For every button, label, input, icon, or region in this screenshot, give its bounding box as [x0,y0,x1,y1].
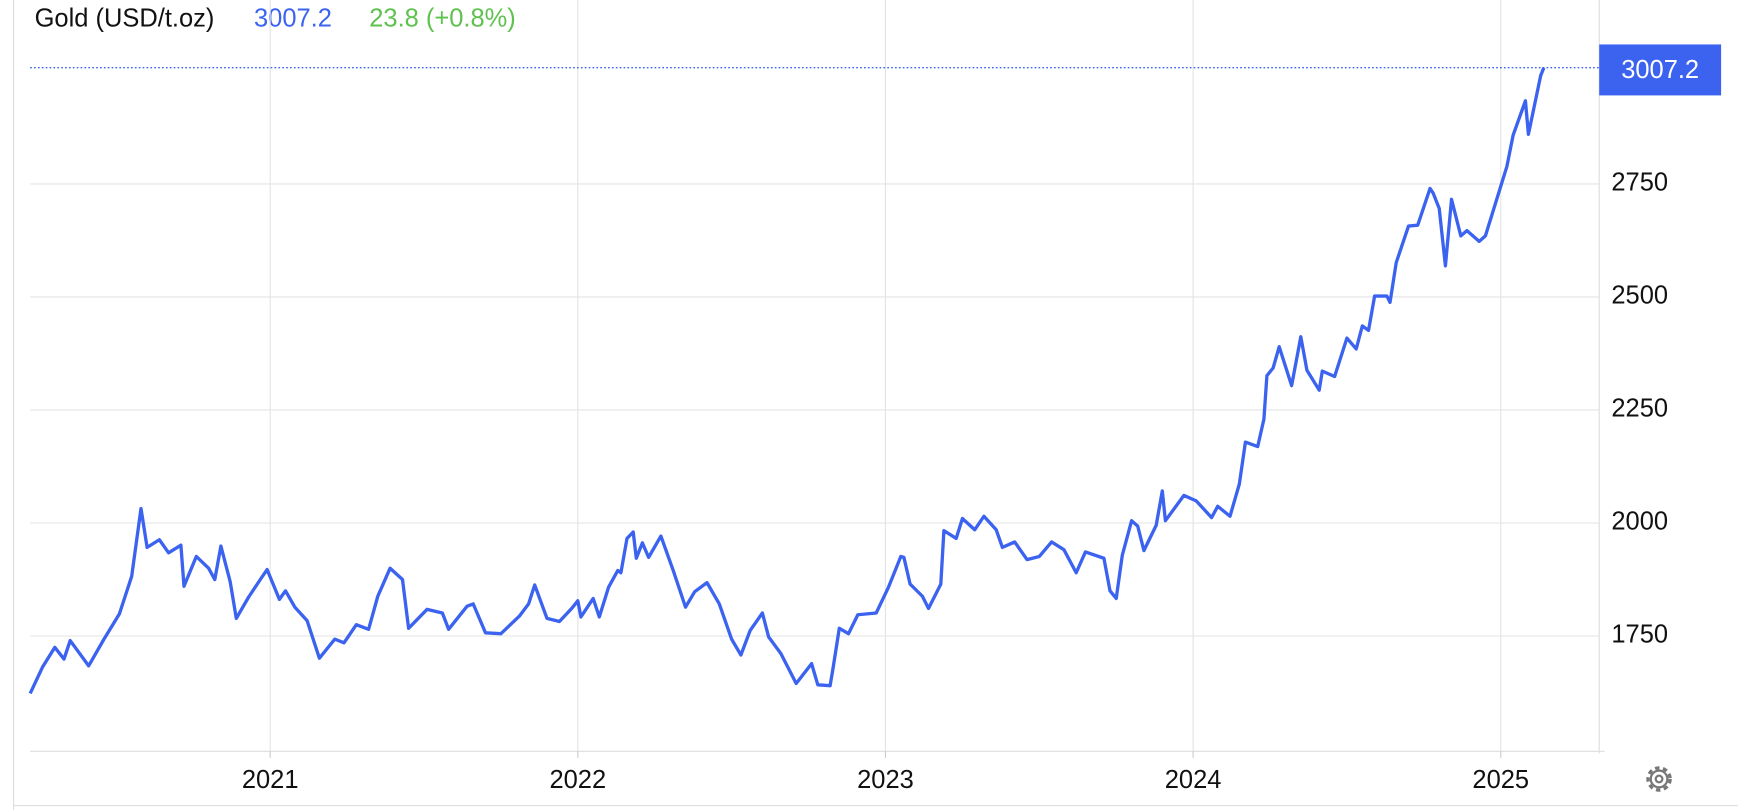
price-change: 23.8 (+0.8%) [369,5,516,33]
chart-title: Gold (USD/t.oz) [35,5,215,33]
x-tick-label: 2021 [242,766,299,794]
x-tick-label: 2024 [1165,766,1222,794]
current-price: 3007.2 [254,5,332,33]
y-tick-label: 2500 [1611,282,1668,310]
last-price-label: 3007.2 [1621,56,1699,84]
x-tick-label: 2025 [1472,766,1529,794]
gear-ring [1649,769,1669,789]
gear-teeth [1646,766,1672,792]
gear-hub [1654,774,1664,784]
y-tick-label: 1750 [1611,621,1668,649]
x-tick-label: 2022 [549,766,606,794]
price-line [28,67,1546,695]
y-tick-label: 2750 [1611,169,1668,197]
last-price-box [1599,44,1722,96]
y-tick-label: 2000 [1611,508,1668,536]
settings-icon[interactable] [1646,766,1672,792]
y-tick-label: 2250 [1611,395,1668,423]
x-tick-label: 2023 [857,766,914,794]
